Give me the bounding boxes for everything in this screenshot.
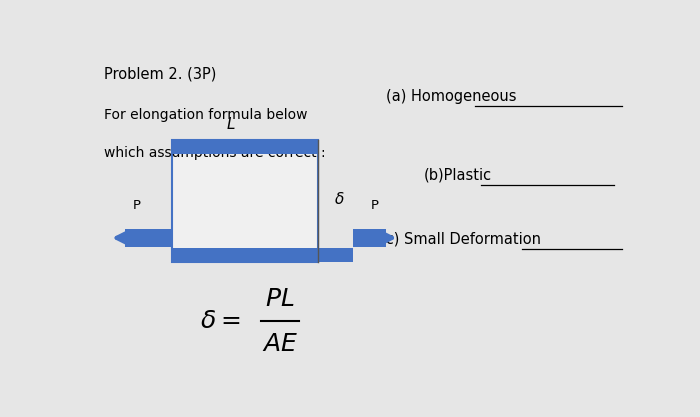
Bar	[172, 140, 318, 154]
Text: $PL$: $PL$	[265, 287, 295, 311]
Text: (a) Homogeneous: (a) Homogeneous	[386, 88, 517, 103]
Text: $AE$: $AE$	[262, 332, 298, 356]
Text: $\delta =$: $\delta =$	[200, 309, 241, 333]
Text: For elongation formula below: For elongation formula below	[104, 108, 307, 122]
Bar	[354, 229, 386, 247]
Bar	[172, 248, 354, 262]
Text: L: L	[227, 117, 235, 132]
Text: (b)Plastic: (b)Plastic	[424, 167, 492, 182]
Text: (c) Small Deformation: (c) Small Deformation	[381, 231, 542, 246]
Text: Problem 2. (3P): Problem 2. (3P)	[104, 66, 216, 81]
Text: $\delta$: $\delta$	[335, 191, 345, 207]
Text: P: P	[371, 198, 379, 211]
Text: P: P	[132, 198, 140, 211]
Text: which assumptions are correct :: which assumptions are correct :	[104, 146, 326, 161]
Bar	[125, 229, 172, 247]
Bar	[172, 140, 318, 262]
